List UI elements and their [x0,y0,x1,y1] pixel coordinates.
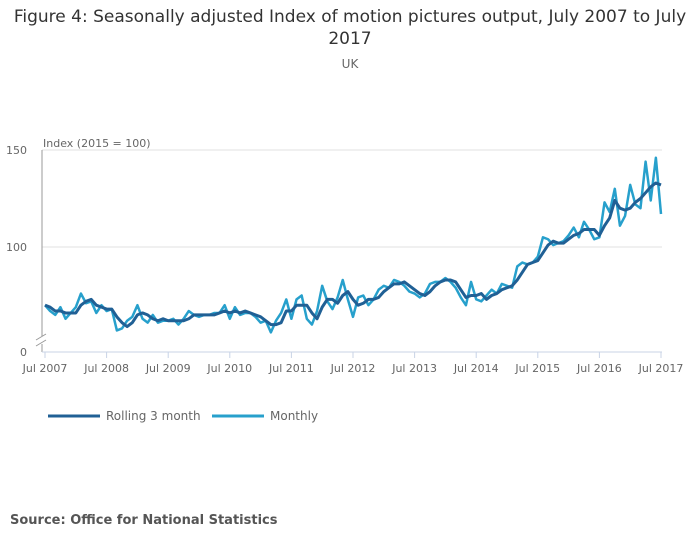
x-tick-label: Jul 2015 [514,362,560,375]
x-tick-label: Jul 2012 [330,362,376,375]
chart-title: Figure 4: Seasonally adjusted Index of m… [13,7,687,49]
y-tick-label: 150 [6,144,27,157]
legend-label: Monthly [270,409,318,423]
x-tick-label: Jul 2007 [22,362,68,375]
series-line-rolling-3-month [44,181,662,329]
x-tick-label: Jul 2013 [391,362,437,375]
x-tick-label: Jul 2017 [638,362,684,375]
x-tick-label: Jul 2008 [83,362,129,375]
x-tick-label: Jul 2010 [206,362,252,375]
y-tick-label: 100 [6,241,27,254]
x-tick-label: Jul 2014 [453,362,499,375]
axis-break-gap [34,336,48,344]
axis-break-mark [35,333,47,341]
source-note: Source: Office for National Statistics [10,513,278,528]
x-tick-label: Jul 2009 [145,362,191,375]
x-tick-label: Jul 2011 [268,362,314,375]
legend-label: Rolling 3 month [106,409,201,423]
y-axis-label: Index (2015 = 100) [43,137,151,150]
series-line-monthly [44,156,663,334]
chart-subtitle: UK [341,57,359,71]
axis-break-mark [35,339,47,347]
x-tick-label: Jul 2016 [576,362,622,375]
y-tick-label: 0 [20,346,27,359]
